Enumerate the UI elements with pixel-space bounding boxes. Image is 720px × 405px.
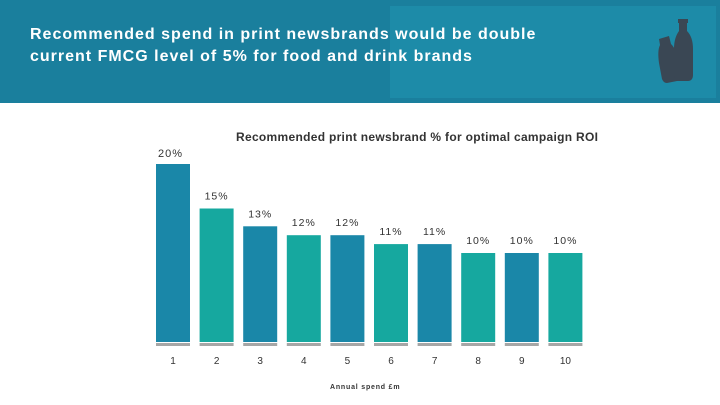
bar-baseline-10 [548,343,583,346]
data-label-9: 10% [510,235,534,247]
header-banner: Recommended spend in print newsbrands wo… [0,0,720,103]
bar-baseline-4 [286,343,321,346]
x-tick-label-5: 5 [345,356,351,367]
bar-baseline-5 [330,343,365,346]
data-label-6: 11% [379,226,402,238]
bottles-icon [658,19,693,83]
bar-10 [548,253,583,342]
data-label-8: 10% [466,235,490,247]
x-axis-label: Annual spend £m [330,384,401,391]
bar-5 [330,235,365,342]
x-tick-label-3: 3 [257,356,263,367]
x-tick-label-8: 8 [475,356,481,367]
bar-baseline-7 [417,343,452,346]
x-tick-label-4: 4 [301,356,307,367]
x-tick-label-9: 9 [519,356,525,367]
bar-baseline-2 [199,343,234,346]
bar-8 [461,253,496,342]
bar-baseline-6 [374,343,408,346]
bar-baseline-8 [461,343,496,346]
data-label-7: 11% [423,226,446,238]
bar-baseline-3 [243,343,278,346]
bar-baseline-1 [156,343,190,346]
y-tick-label: 20% [158,148,184,160]
title-line-2: current FMCG level of 5% for food and dr… [30,48,473,65]
page-title: Recommended spend in print newsbrands wo… [30,24,630,68]
data-label-10: 10% [553,235,577,247]
data-label-5: 12% [335,217,359,229]
x-tick-label-2: 2 [214,356,220,367]
x-tick-label-10: 10 [560,356,572,367]
bar-3 [243,226,278,342]
bar-6 [374,244,408,342]
bar-baseline-9 [504,343,539,346]
chart-title: Recommended print newsbrand % for optima… [236,130,599,144]
data-label-3: 13% [248,208,272,220]
bar-1 [156,164,190,342]
title-line-1: Recommended spend in print newsbrands wo… [30,26,537,43]
x-tick-label-7: 7 [432,356,438,367]
x-tick-label-6: 6 [388,356,394,367]
x-tick-label-1: 1 [170,356,176,367]
data-label-4: 12% [292,217,316,229]
bar-4 [286,235,321,342]
data-label-2: 15% [205,191,229,203]
bar-9 [504,253,539,342]
bar-7 [417,244,452,342]
bar-2 [199,208,234,342]
